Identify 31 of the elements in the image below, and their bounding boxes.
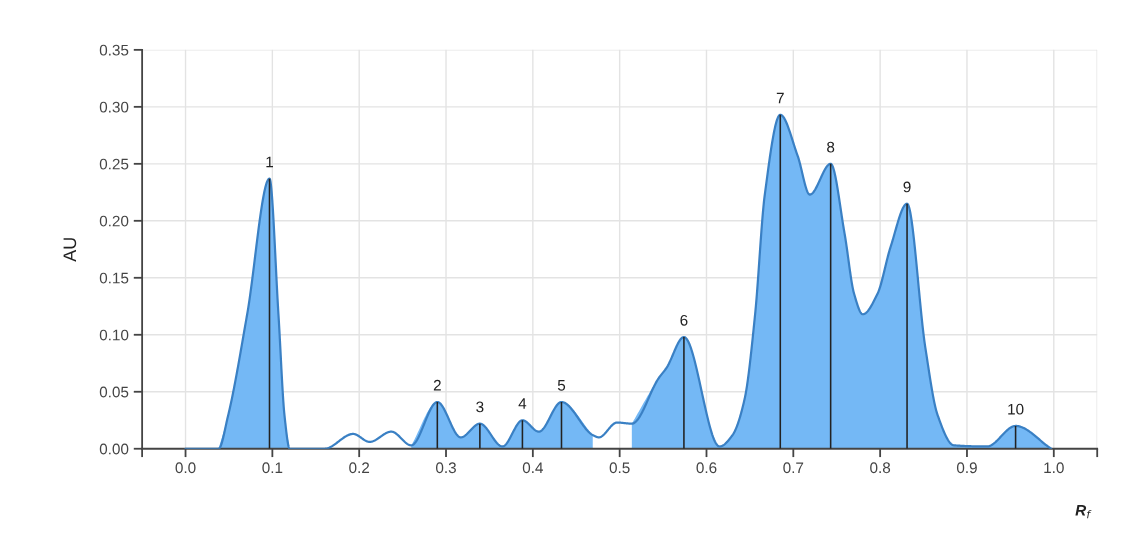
y-tick-label: 0.00 (99, 443, 129, 455)
x-tick-label: 0.7 (783, 462, 804, 474)
annotation: 10 (1008, 403, 1024, 415)
y-tick-label: 0.05 (99, 386, 129, 398)
annotation: 5 (557, 380, 566, 391)
annotation: 3 (476, 401, 484, 413)
annotation: 7 (776, 92, 784, 104)
annotation: 6 (680, 314, 688, 326)
x-tick-label: 0.9 (956, 462, 977, 474)
x-tick-label: 0.6 (696, 462, 717, 474)
x-tick-label: 0.4 (522, 462, 544, 474)
y-tick-label: 0.30 (99, 101, 129, 113)
x-tick-label: 0.3 (435, 462, 456, 474)
annotation: 2 (433, 379, 441, 391)
x-axis-title: R$_{f}$ (1075, 505, 1092, 519)
y-tick-label: 0.10 (99, 329, 129, 341)
annotation: 9 (903, 181, 911, 193)
y-tick-label: 0.15 (99, 272, 129, 284)
annotation: 1 (266, 156, 273, 168)
x-tick-label: 0.1 (262, 462, 283, 474)
annotation: 8 (827, 141, 835, 153)
x-tick-label: 0.2 (349, 462, 370, 474)
annotation: 4 (518, 398, 527, 409)
y-axis-title: AU (63, 238, 77, 262)
y-tick-label: 0.35 (99, 44, 129, 56)
y-tick-label: 0.25 (99, 158, 129, 170)
x-tick-label: 0.8 (870, 462, 891, 474)
x-tick-label: 0.0 (175, 462, 196, 474)
x-tick-label: 1.0 (1044, 462, 1064, 474)
x-tick-label: 0.5 (609, 462, 630, 474)
y-tick-label: 0.20 (99, 215, 129, 227)
